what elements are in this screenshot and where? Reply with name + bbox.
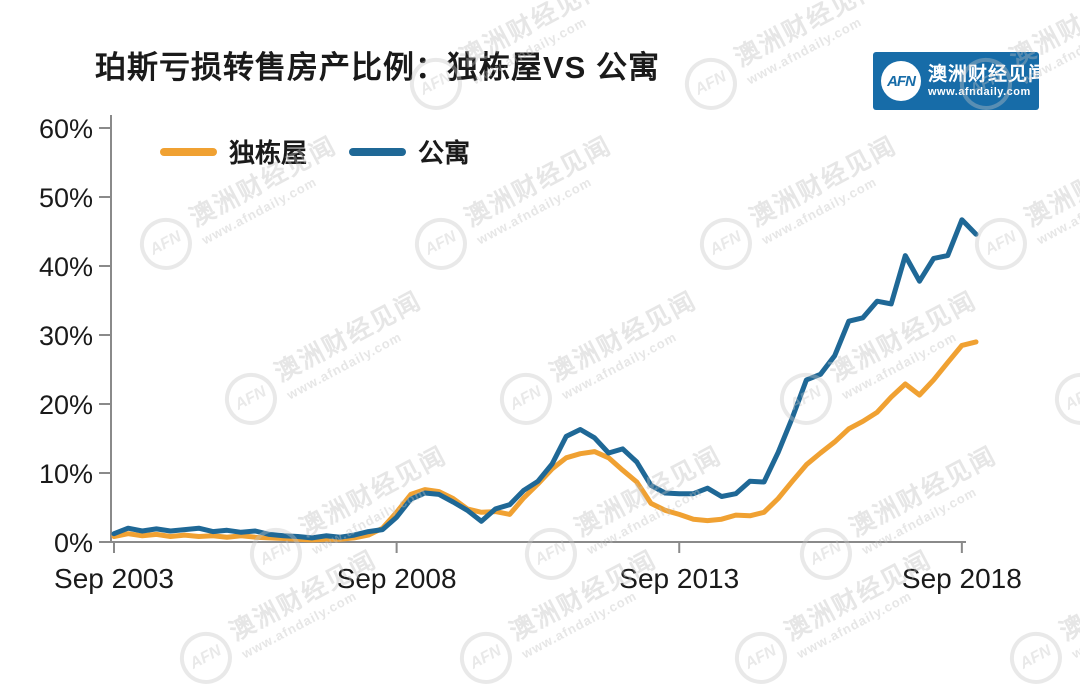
logo-text-block: 澳洲财经见闻 www.afndaily.com (928, 65, 1048, 98)
apartment-line-swatch-icon (349, 147, 407, 156)
page-title: 珀斯亏损转售房产比例：独栋屋VS 公寓 (95, 50, 660, 85)
logo-url-text: www.afndaily.com (928, 85, 1031, 98)
y-tick-label: 40% (39, 252, 93, 282)
afn-logo-icon: AFN (881, 61, 921, 101)
y-tick-label: 50% (39, 183, 93, 213)
apartment-series-line (111, 217, 979, 541)
afn-logo-abbr: AFN (887, 72, 916, 90)
y-tick-label: 60% (39, 114, 93, 144)
y-tick-label: 0% (54, 528, 93, 558)
y-tick-label: 30% (39, 321, 93, 351)
afn-logo: AFN 澳洲财经见闻 www.afndaily.com (873, 52, 1047, 110)
logo-brand-text: 澳洲财经见闻 (928, 63, 1049, 85)
legend-item-apartment: 公寓 (349, 133, 470, 170)
x-tick-label: Sep 2008 (337, 563, 457, 594)
house-line-swatch-icon (160, 147, 217, 156)
y-tick-label: 20% (39, 390, 93, 420)
x-tick-label: Sep 2013 (619, 563, 739, 594)
y-tick-label: 10% (39, 459, 93, 489)
x-tick-label: Sep 2018 (902, 563, 1022, 594)
chart-page: 珀斯亏损转售房产比例：独栋屋VS 公寓 AFN 澳洲财经见闻 www.afnda… (39, 0, 1080, 693)
house-series-line (111, 339, 979, 543)
chart-legend: 独栋屋 公寓 (160, 133, 470, 170)
legend-label-apartment: 公寓 (418, 138, 471, 168)
legend-label-house: 独栋屋 (229, 138, 308, 168)
x-tick-label: Sep 2003 (54, 563, 174, 594)
legend-item-house: 独栋屋 (160, 133, 307, 170)
line-chart: 0% 10% 20% 30% 40% 50% 60% Sep 2003 Sep 2008 Sep … (39, 114, 1022, 594)
